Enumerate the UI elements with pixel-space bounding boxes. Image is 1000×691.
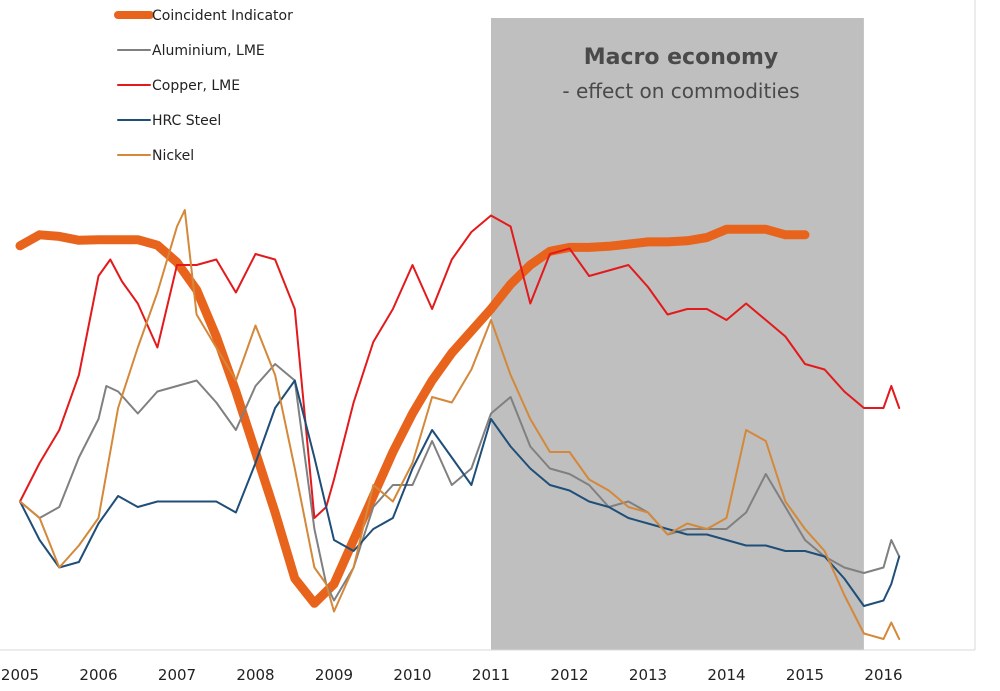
annotation-title: Macro economy — [584, 45, 779, 70]
series-lines — [15, 209, 901, 640]
x-tick-label: 2006 — [79, 666, 117, 684]
x-tick-label: 2013 — [629, 666, 667, 684]
series-line-coincident-indicator — [15, 224, 810, 608]
x-tick-label: 2008 — [236, 666, 274, 684]
shaded-region — [491, 18, 864, 650]
x-tick-label: 2015 — [786, 666, 824, 684]
x-tick-label: 2011 — [472, 666, 510, 684]
series-line-nickel — [19, 209, 901, 640]
x-tick-label: 2014 — [707, 666, 745, 684]
x-tick-label: 2007 — [158, 666, 196, 684]
legend-label: Nickel — [152, 148, 194, 164]
series-line-hrc-steel — [19, 379, 901, 607]
legend-label: Aluminium, LME — [152, 43, 265, 59]
series-line-copper-lme — [19, 214, 901, 519]
x-tick-label: 2012 — [550, 666, 588, 684]
x-tick-label: 2010 — [393, 666, 431, 684]
x-tick-label: 2009 — [315, 666, 353, 684]
x-axis: 2005 2006 2007 2008 2009 2010 2011 2012 2013 2014… — [0, 649, 975, 684]
legend-label: HRC Steel — [152, 113, 221, 129]
legend: Coincident Indicator Aluminium, LME Copper… — [114, 8, 293, 164]
legend-label: Coincident Indicator — [152, 8, 293, 24]
legend-label: Copper, LME — [152, 78, 240, 94]
series-line-aluminium-lme — [19, 363, 901, 602]
x-tick-label: 2005 — [1, 666, 39, 684]
x-tick-label: 2016 — [864, 666, 902, 684]
annotation-subtitle: - effect on commodities — [562, 79, 799, 103]
